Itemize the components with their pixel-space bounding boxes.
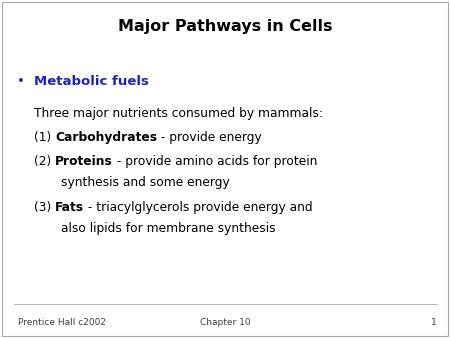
Text: Carbohydrates: Carbohydrates <box>55 131 157 144</box>
Text: (3): (3) <box>34 201 55 214</box>
Text: •: • <box>17 75 25 88</box>
Text: Chapter 10: Chapter 10 <box>200 318 250 327</box>
Text: Proteins: Proteins <box>55 155 112 168</box>
Text: Fats: Fats <box>55 201 84 214</box>
Text: Three major nutrients consumed by mammals:: Three major nutrients consumed by mammal… <box>34 107 323 120</box>
Text: synthesis and some energy: synthesis and some energy <box>61 176 230 189</box>
Text: - triacylglycerols provide energy and: - triacylglycerols provide energy and <box>84 201 312 214</box>
Text: 1: 1 <box>431 318 436 327</box>
Text: also lipids for membrane synthesis: also lipids for membrane synthesis <box>61 222 275 235</box>
Text: (1): (1) <box>34 131 55 144</box>
Text: Prentice Hall c2002: Prentice Hall c2002 <box>18 318 106 327</box>
Text: - provide amino acids for protein: - provide amino acids for protein <box>112 155 317 168</box>
Text: (2): (2) <box>34 155 55 168</box>
Text: Major Pathways in Cells: Major Pathways in Cells <box>118 19 332 33</box>
Text: Metabolic fuels: Metabolic fuels <box>34 75 148 88</box>
Text: - provide energy: - provide energy <box>157 131 261 144</box>
